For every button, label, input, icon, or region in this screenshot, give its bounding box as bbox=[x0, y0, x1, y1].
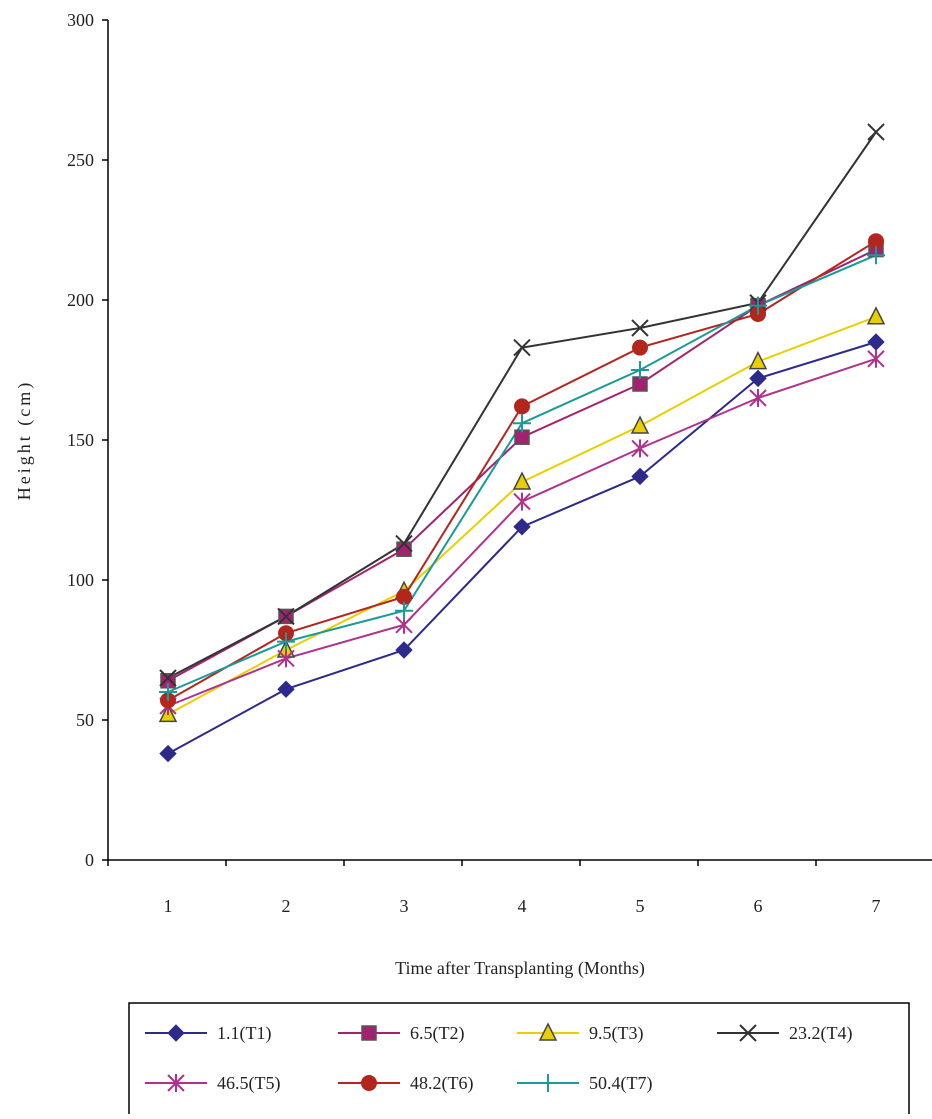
data-point bbox=[513, 492, 531, 511]
data-point bbox=[749, 389, 767, 407]
data-point bbox=[631, 439, 649, 458]
data-point bbox=[867, 333, 885, 351]
legend-item: 48.2(T6) bbox=[338, 1073, 473, 1094]
legend-marker bbox=[539, 1074, 557, 1092]
series-5-markers bbox=[159, 349, 885, 715]
y-tick-label: 150 bbox=[67, 430, 94, 450]
legend-marker bbox=[361, 1025, 377, 1041]
series-7-markers bbox=[159, 246, 885, 701]
x-tick-label: 5 bbox=[636, 896, 645, 916]
x-tick-label: 4 bbox=[518, 896, 527, 916]
data-point bbox=[748, 350, 768, 370]
legend-item: 6.5(T2) bbox=[338, 1023, 464, 1044]
data-point bbox=[395, 601, 413, 620]
legend-marker bbox=[361, 1075, 377, 1091]
y-tick-label: 200 bbox=[67, 290, 94, 310]
data-point bbox=[513, 518, 531, 536]
data-point bbox=[277, 649, 295, 668]
data-point bbox=[277, 607, 295, 626]
legend-label: 50.4(T7) bbox=[589, 1073, 652, 1094]
legend-label: 9.5(T3) bbox=[589, 1023, 643, 1044]
x-tick-label: 3 bbox=[400, 896, 409, 916]
data-point bbox=[866, 306, 886, 325]
x-tick-label: 6 bbox=[754, 896, 763, 916]
x-tick-label: 7 bbox=[872, 896, 881, 916]
data-point bbox=[749, 296, 767, 315]
legend-item: 46.5(T5) bbox=[145, 1073, 280, 1094]
data-point bbox=[867, 246, 885, 265]
series-line bbox=[167, 240, 877, 702]
data-point bbox=[513, 414, 531, 433]
legend-label: 48.2(T6) bbox=[410, 1073, 473, 1094]
data-point bbox=[867, 349, 885, 368]
legend-item: 9.5(T3) bbox=[517, 1022, 643, 1044]
legend-item: 1.1(T1) bbox=[145, 1023, 271, 1044]
data-point bbox=[867, 123, 885, 141]
legend-marker bbox=[167, 1074, 185, 1092]
data-point bbox=[749, 369, 767, 388]
series-line bbox=[167, 248, 877, 682]
data-point bbox=[159, 683, 177, 701]
legend-label: 46.5(T5) bbox=[217, 1073, 280, 1094]
y-tick-label: 0 bbox=[85, 850, 94, 870]
plot-series bbox=[158, 123, 886, 763]
x-tick-label: 1 bbox=[164, 896, 173, 916]
data-point bbox=[512, 471, 532, 490]
data-point bbox=[631, 319, 649, 337]
axes: 0 50 100 150 200 250 300 1 2 3 4 5 6 7 bbox=[67, 10, 932, 916]
data-point bbox=[631, 361, 649, 379]
data-point bbox=[630, 415, 650, 434]
series-3 bbox=[167, 315, 877, 716]
y-tick-label: 50 bbox=[76, 710, 94, 730]
data-point bbox=[513, 338, 531, 357]
data-point bbox=[631, 467, 649, 486]
data-point bbox=[277, 632, 295, 651]
legend-item: 23.2(T4) bbox=[717, 1023, 852, 1044]
legend: 1.1(T1) 6.5(T2) 9.5(T3) 23.2(T4) 46.5(T5) 48.… bbox=[128, 1002, 910, 1119]
data-point bbox=[159, 744, 177, 763]
legend-box bbox=[128, 1002, 910, 1119]
legend-item: 50.4(T7) bbox=[517, 1073, 652, 1094]
series-2 bbox=[167, 248, 877, 682]
legend-label: 6.5(T2) bbox=[410, 1023, 464, 1044]
legend-label: 23.2(T4) bbox=[789, 1023, 852, 1044]
legend-marker bbox=[739, 1024, 757, 1042]
data-point bbox=[395, 641, 413, 659]
legend-marker bbox=[538, 1022, 558, 1041]
data-point bbox=[395, 534, 413, 553]
series-6 bbox=[167, 240, 877, 702]
data-point bbox=[159, 669, 177, 687]
y-tick-label: 300 bbox=[67, 10, 94, 30]
series-2-markers bbox=[160, 241, 884, 689]
data-point bbox=[632, 376, 648, 392]
x-axis-title: Time after Transplanting (Months) bbox=[395, 958, 645, 979]
data-point bbox=[277, 680, 295, 698]
y-axis-title: Height (cm) bbox=[14, 380, 35, 500]
y-tick-label: 100 bbox=[67, 570, 94, 590]
series-line bbox=[167, 315, 877, 716]
y-tick-label: 250 bbox=[67, 150, 94, 170]
legend-label: 1.1(T1) bbox=[217, 1023, 271, 1044]
series-1-markers bbox=[159, 333, 885, 763]
legend-marker bbox=[167, 1024, 185, 1042]
data-point bbox=[514, 398, 530, 415]
data-point bbox=[514, 429, 530, 445]
x-tick-label: 2 bbox=[282, 896, 291, 916]
data-point bbox=[632, 339, 648, 356]
series-6-markers bbox=[160, 233, 884, 709]
